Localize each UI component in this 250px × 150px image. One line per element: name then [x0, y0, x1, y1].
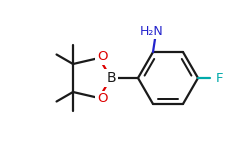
Text: O: O [97, 51, 107, 63]
Text: F: F [216, 72, 224, 84]
Text: B: B [106, 71, 116, 85]
Text: H₂N: H₂N [140, 24, 164, 38]
Text: O: O [97, 93, 107, 105]
